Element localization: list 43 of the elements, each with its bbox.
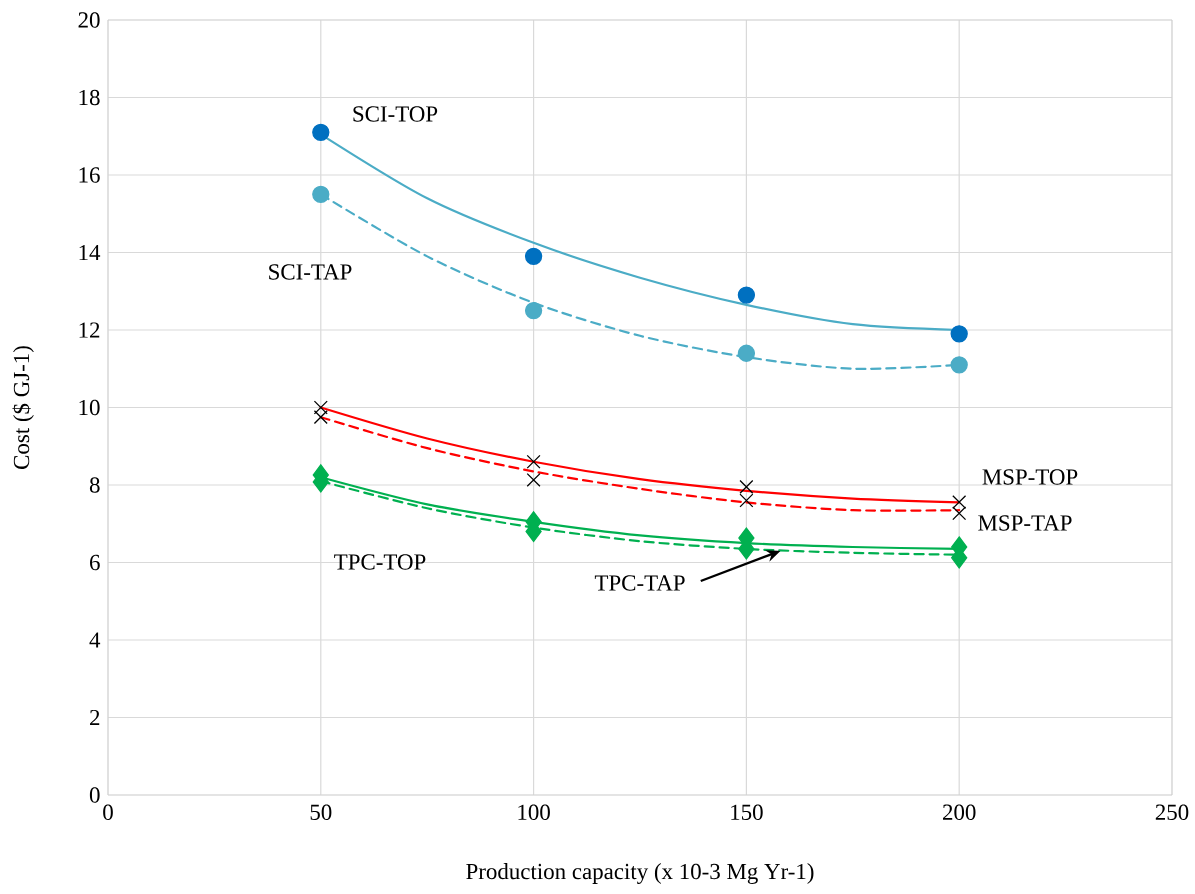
x-tick-label: 150	[731, 804, 763, 820]
point	[313, 410, 328, 425]
y-tick-label: 8	[89, 477, 100, 493]
point	[950, 325, 968, 343]
point	[950, 356, 968, 374]
annotation: SCI-TAP	[269, 264, 352, 280]
y-tick-label: 16	[79, 167, 100, 183]
y-tick-label: 6	[90, 554, 100, 571]
line-series	[319, 416, 961, 512]
point	[524, 247, 543, 266]
point	[739, 479, 754, 494]
point	[737, 286, 756, 304]
y-axis-title: Cost ($ GJ-1)	[12, 346, 34, 469]
point	[952, 506, 967, 521]
point	[952, 495, 967, 510]
annotation: MSP-TAP	[978, 515, 1072, 531]
point	[312, 185, 330, 204]
annotation: TPC-TOP	[334, 554, 426, 570]
y-tick-label: 10	[79, 399, 100, 416]
point	[524, 301, 543, 320]
x-tick-label: 100	[518, 804, 550, 820]
point	[737, 344, 756, 362]
y-tick-label: 14	[79, 244, 101, 261]
annotation: TPC-TAP	[594, 575, 685, 591]
y-tick-label: 0	[89, 787, 100, 803]
y-tick-label: 18	[79, 89, 100, 106]
point	[313, 400, 328, 415]
x-axis-title: Production capacity (x 10-3 Mg Yr-1)	[466, 863, 814, 884]
annotation: SCI-TOP	[353, 106, 438, 122]
point	[526, 454, 541, 469]
y-tick-label: 20	[78, 12, 100, 28]
x-tick-label: 50	[310, 804, 332, 820]
x-tick-label: 0	[103, 804, 113, 820]
x-tick-label: 250	[1155, 804, 1189, 820]
y-tick-label: 4	[89, 632, 101, 648]
y-tick-label: 2	[90, 709, 100, 726]
line-series	[319, 406, 961, 504]
point	[312, 123, 330, 142]
point	[526, 472, 541, 487]
point	[739, 493, 754, 508]
x-tick-label: 200	[943, 804, 976, 820]
annotation: MSP-TOP	[982, 469, 1078, 485]
y-tick-label: 12	[79, 322, 100, 338]
